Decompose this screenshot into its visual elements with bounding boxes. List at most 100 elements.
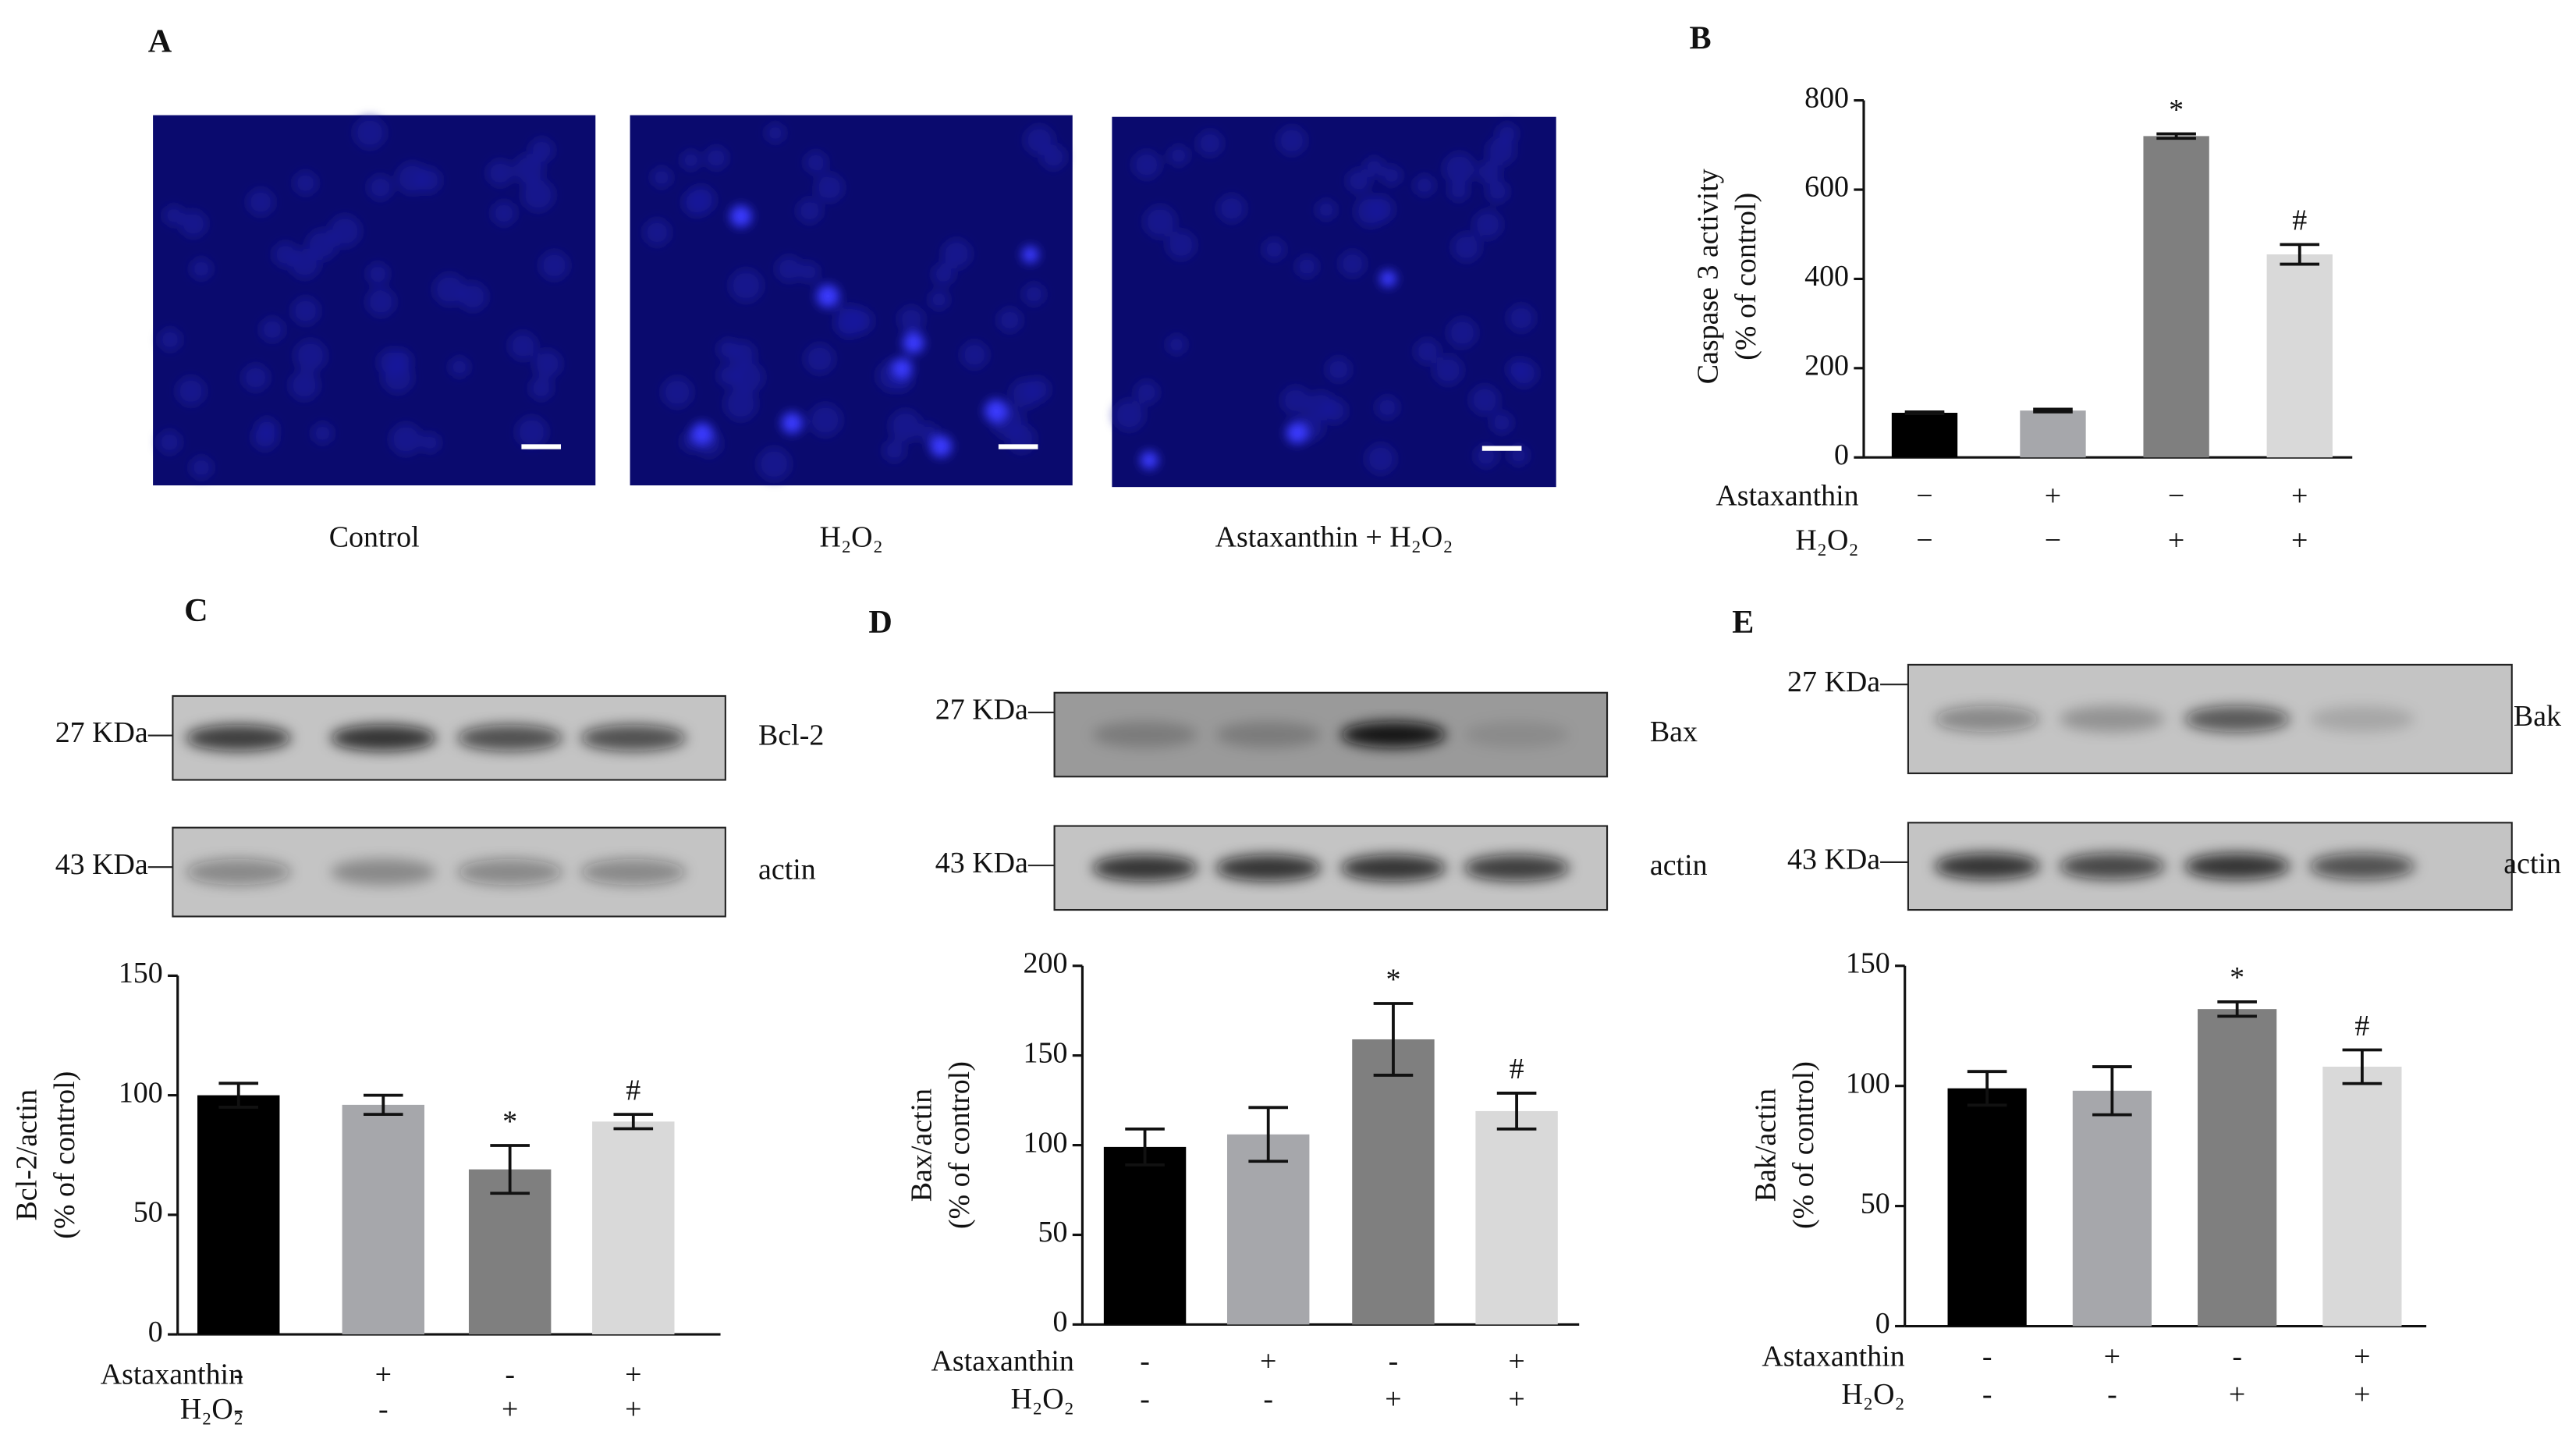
nucleus xyxy=(683,188,711,217)
blot-band xyxy=(2184,705,2290,733)
marker-label: 27 KDa xyxy=(935,694,1028,726)
y-tick-label: 50 xyxy=(1038,1216,1068,1248)
y-tick-label: 0 xyxy=(1834,439,1849,471)
nucleus xyxy=(1339,250,1366,277)
nucleus xyxy=(1470,385,1499,415)
nucleus xyxy=(1433,355,1464,385)
bar xyxy=(2198,1009,2277,1327)
nucleus xyxy=(516,416,548,448)
y-axis-label: (% of control) xyxy=(1787,1061,1820,1229)
nucleus xyxy=(1197,130,1223,157)
nucleus xyxy=(1365,443,1396,474)
nucleus xyxy=(1414,339,1440,364)
marker-label: 27 KDa xyxy=(1787,666,1880,698)
condition-name: Astaxanthin xyxy=(1716,480,1858,513)
bar xyxy=(1891,413,1958,458)
nucleus xyxy=(1281,385,1311,415)
condition-value: - xyxy=(1982,1340,1992,1373)
nucleus xyxy=(775,255,803,282)
nucleus xyxy=(367,175,393,201)
nucleus xyxy=(1132,151,1161,179)
nucleus xyxy=(724,387,758,421)
nucleus xyxy=(1166,230,1196,260)
nuclei xyxy=(158,116,569,479)
nucleus xyxy=(1452,233,1481,262)
nucleus-bright xyxy=(903,332,924,354)
panel-label: B xyxy=(1689,20,1711,56)
y-tick-label: 150 xyxy=(119,957,163,989)
y-tick-label: 0 xyxy=(1052,1305,1067,1338)
bar xyxy=(592,1121,675,1335)
bar xyxy=(1947,1088,2027,1327)
condition-value: - xyxy=(1140,1383,1150,1415)
nucleus xyxy=(458,282,488,311)
nucleus xyxy=(928,289,949,310)
nucleus xyxy=(353,116,386,149)
blot-band xyxy=(330,724,436,751)
condition-value: - xyxy=(233,1359,243,1391)
y-axis-label: Bak/actin xyxy=(1749,1089,1782,1202)
condition-value: + xyxy=(2104,1340,2120,1373)
condition-value: - xyxy=(378,1393,389,1426)
nucleus xyxy=(521,179,555,211)
bar xyxy=(2072,1090,2152,1327)
nucleus xyxy=(289,248,321,279)
nucleus xyxy=(533,350,562,378)
nucleus xyxy=(1477,160,1502,185)
bar xyxy=(1352,1039,1435,1325)
nucleus xyxy=(797,198,822,224)
nucleus xyxy=(804,343,835,375)
y-axis-label: (% of control) xyxy=(1730,193,1762,360)
nucleus xyxy=(529,376,553,400)
nucleus xyxy=(1315,199,1337,220)
nucleus xyxy=(809,403,842,437)
error-bar xyxy=(2342,1048,2383,1085)
condition-value: - xyxy=(1982,1378,1992,1411)
nucleus xyxy=(367,262,389,286)
nucleus xyxy=(917,422,939,443)
blot-band xyxy=(1215,854,1322,882)
marker-label: 43 KDa xyxy=(55,848,148,881)
y-tick-label: 0 xyxy=(1875,1307,1890,1340)
nucleus-bright xyxy=(892,357,913,378)
nucleus xyxy=(513,154,545,185)
nucleus xyxy=(729,268,763,303)
condition-value: + xyxy=(2168,524,2184,557)
scale-bar xyxy=(521,444,562,449)
condition-value: + xyxy=(502,1393,518,1426)
nucleus xyxy=(960,341,988,369)
nucleus xyxy=(1490,411,1513,435)
condition-value: + xyxy=(2354,1340,2370,1373)
condition-value: + xyxy=(375,1359,392,1391)
significance-mark: # xyxy=(1510,1053,1524,1085)
nucleus xyxy=(730,341,756,368)
y-tick-label: 200 xyxy=(1804,350,1849,382)
error-bar xyxy=(1967,1070,2007,1107)
error-bar xyxy=(613,1113,654,1131)
marker-label: 43 KDa xyxy=(1787,844,1880,876)
nucleus xyxy=(814,173,844,202)
bar xyxy=(197,1095,280,1335)
blot-bands xyxy=(1934,705,2415,733)
nucleus xyxy=(420,432,441,453)
nucleus xyxy=(449,357,470,378)
blot-bands xyxy=(1934,853,2415,880)
error-bar xyxy=(490,1144,530,1195)
nucleus xyxy=(294,339,327,372)
condition-value: + xyxy=(1385,1383,1401,1415)
nucleus xyxy=(932,263,955,286)
protein-label: actin xyxy=(1650,849,1708,882)
nucleus xyxy=(651,167,672,188)
y-tick-label: 400 xyxy=(1804,260,1849,293)
nucleus xyxy=(680,150,701,171)
blot-band xyxy=(457,724,563,751)
nucleus xyxy=(487,159,514,186)
y-tick-label: 0 xyxy=(148,1316,163,1348)
condition-value: + xyxy=(2291,524,2308,557)
marker-label: 43 KDa xyxy=(935,847,1028,879)
condition-value: - xyxy=(233,1393,243,1426)
blot-bands xyxy=(1092,854,1570,882)
panel-label: C xyxy=(184,592,208,629)
nucleus xyxy=(798,261,820,282)
condition-value: − xyxy=(2168,480,2184,513)
